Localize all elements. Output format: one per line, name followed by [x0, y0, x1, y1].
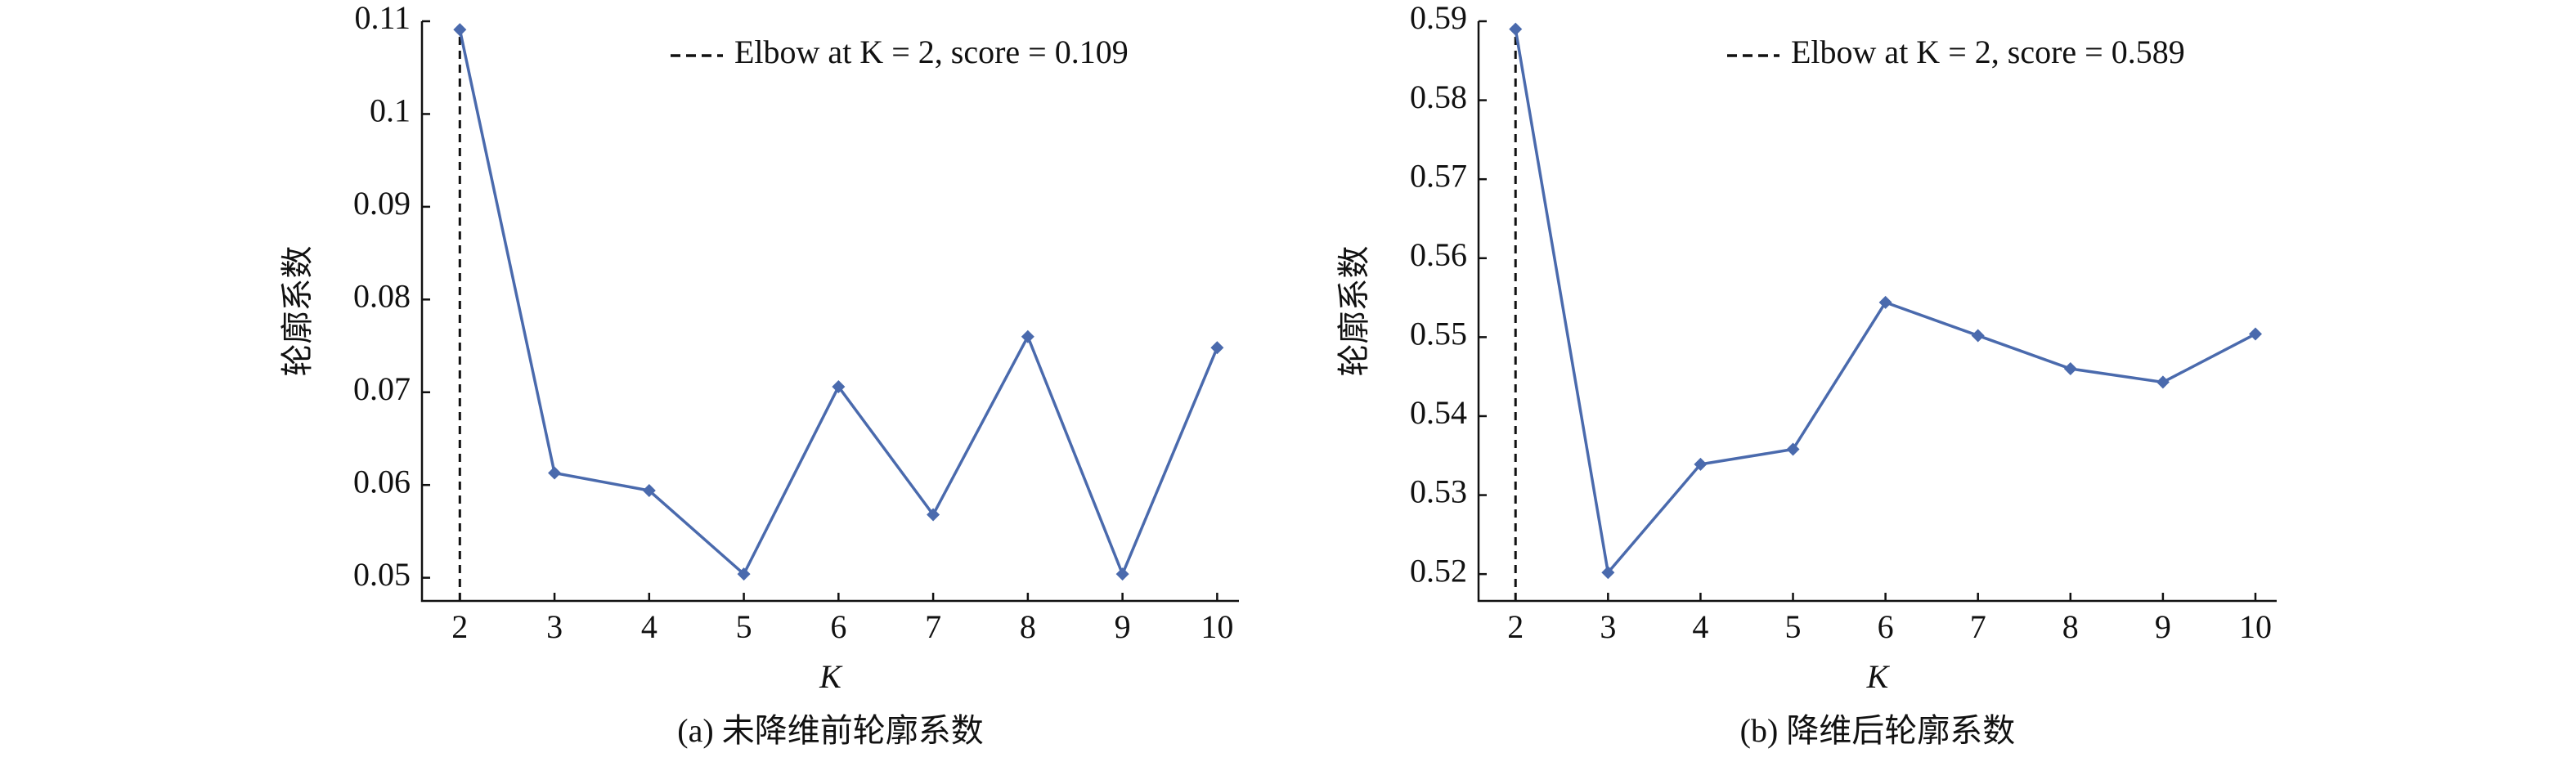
- y-tick-label: 0.07: [353, 370, 411, 407]
- point: [1971, 329, 1985, 343]
- y-tick-label: 0.09: [353, 185, 411, 222]
- x-tick-label: 5: [1785, 608, 1802, 645]
- y-tick-label: 0.1: [370, 92, 411, 129]
- x-tick-label: 7: [925, 608, 941, 645]
- y-tick-label: 0.05: [353, 556, 411, 593]
- x-tick-label: 6: [1878, 608, 1894, 645]
- x-tick-label: 5: [736, 608, 752, 645]
- x-tick-label: 3: [546, 608, 563, 645]
- caption: (a) 未降维前轮廓系数: [677, 712, 983, 749]
- y-tick-label: 0.06: [353, 463, 411, 500]
- x-tick-label: 6: [830, 608, 846, 645]
- point: [453, 23, 467, 37]
- x-tick-label: 9: [1115, 608, 1131, 645]
- x-tick-label: 4: [1692, 608, 1708, 645]
- x-tick-label: 2: [1507, 608, 1524, 645]
- x-tick-label: 8: [1020, 608, 1036, 645]
- point: [2156, 375, 2170, 389]
- y-tick-label: 0.55: [1410, 316, 1467, 352]
- x-tick-label: 10: [2239, 608, 2272, 645]
- point: [927, 508, 940, 522]
- y-axis-label: 轮廓系数: [279, 246, 316, 377]
- x-tick-label: 10: [1200, 608, 1233, 645]
- point: [1601, 566, 1615, 580]
- x-tick-label: 9: [2155, 608, 2171, 645]
- point: [1509, 22, 1523, 36]
- point: [642, 484, 656, 498]
- x-axis-label: K: [819, 658, 843, 695]
- x-tick-label: 2: [451, 608, 468, 645]
- point: [1786, 442, 1800, 456]
- point: [2063, 362, 2077, 376]
- y-tick-label: 0.56: [1410, 236, 1467, 273]
- legend-label: Elbow at K = 2, score = 0.589: [1791, 34, 2185, 70]
- y-tick-label: 0.58: [1410, 78, 1467, 115]
- x-tick-label: 4: [641, 608, 657, 645]
- y-tick-label: 0.52: [1410, 552, 1467, 589]
- point: [1694, 457, 1708, 471]
- point: [1021, 329, 1034, 343]
- y-tick-label: 0.59: [1410, 0, 1467, 36]
- point: [832, 379, 846, 393]
- axes: [1477, 21, 2277, 603]
- series-line: [458, 29, 1218, 578]
- point: [2248, 327, 2262, 341]
- y-tick-label: 0.53: [1410, 473, 1467, 510]
- x-tick-label: 7: [1970, 608, 1986, 645]
- caption: (b) 降维后轮廓系数: [1740, 712, 2016, 749]
- point: [548, 466, 562, 480]
- x-axis-label: K: [1866, 658, 1891, 695]
- legend-label: Elbow at K = 2, score = 0.109: [734, 34, 1129, 70]
- point: [1878, 295, 1892, 309]
- point: [1210, 341, 1224, 355]
- x-tick-label: 8: [2062, 608, 2079, 645]
- y-tick-label: 0.54: [1410, 394, 1467, 431]
- point: [1115, 567, 1129, 581]
- x-tick-label: 3: [1600, 608, 1616, 645]
- y-tick-label: 0.57: [1410, 157, 1467, 194]
- y-axis-label: 轮廓系数: [1335, 246, 1372, 377]
- point: [737, 567, 751, 581]
- y-tick-label: 0.11: [354, 0, 411, 36]
- axes: [420, 21, 1239, 603]
- y-tick-label: 0.08: [353, 277, 411, 314]
